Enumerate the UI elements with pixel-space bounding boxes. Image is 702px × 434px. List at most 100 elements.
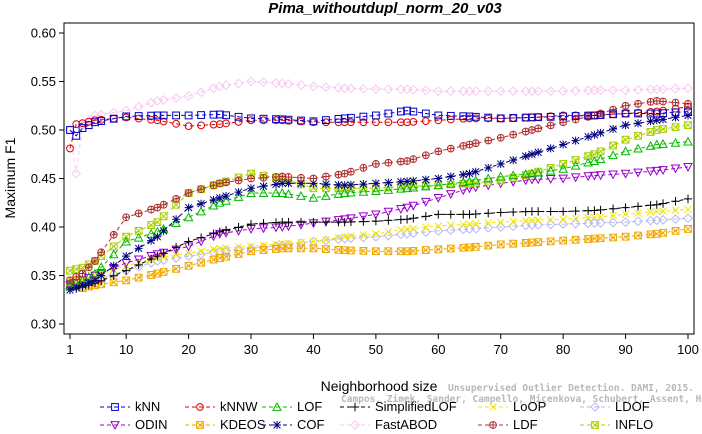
data-point-lof (183, 212, 194, 222)
x-tick-label: 100 (677, 342, 699, 357)
data-point-loop (184, 249, 193, 257)
data-point-loop (409, 224, 418, 233)
data-point-kdeos (671, 226, 680, 235)
data-point-fastabod (633, 84, 643, 95)
data-point-fastabod (196, 87, 206, 98)
data-point-lof (595, 154, 606, 163)
data-point-kdeos (652, 229, 661, 238)
legend-swatch-marker (489, 403, 497, 411)
data-point-ldf (459, 142, 468, 150)
data-point-kdeos (247, 247, 255, 256)
data-point-ldf (322, 172, 330, 181)
data-point-fastabod (483, 86, 494, 97)
data-point-ldof (670, 214, 681, 224)
data-point-fastabod (258, 77, 269, 88)
data-point-inflo (571, 156, 580, 164)
data-point-odin (433, 194, 444, 203)
data-point-loop (422, 223, 430, 231)
data-point-knn (234, 112, 243, 121)
data-point-knnw (234, 117, 243, 126)
data-point-lof (589, 155, 600, 165)
data-point-lof (258, 187, 269, 197)
legend-label: INFLO (615, 417, 653, 432)
data-point-loop (434, 222, 443, 230)
data-point-ldof (158, 255, 169, 265)
data-point-cof (546, 144, 555, 153)
legend-item-simplifiedlof: SimplifiedLOF (340, 399, 457, 414)
data-point-kdeos (471, 242, 480, 251)
data-point-kdeos (659, 228, 667, 237)
data-point-cof (334, 180, 343, 189)
series-line-lof (69, 141, 689, 286)
data-point-loop (584, 213, 592, 222)
data-point-fastabod (395, 84, 406, 95)
data-point-knn (309, 117, 318, 126)
data-point-fastabod (358, 83, 369, 94)
data-point-knn (621, 109, 630, 118)
data-point-knn (659, 109, 667, 118)
data-point-odin (408, 201, 419, 211)
data-point-lof (246, 187, 256, 197)
data-point-odin (445, 190, 456, 200)
data-point-cof (446, 172, 455, 181)
data-point-lof (233, 191, 244, 201)
data-point-cof (652, 116, 661, 125)
data-point-odin (371, 210, 381, 220)
data-point-lof (658, 138, 668, 148)
data-point-fastabod (620, 85, 631, 96)
data-point-loop (322, 235, 330, 244)
data-point-cof (278, 179, 287, 188)
data-point-loop (459, 220, 468, 229)
data-point-cof (465, 169, 474, 178)
data-point-loop (465, 220, 474, 228)
data-point-knn (209, 110, 218, 119)
data-point-ldf (646, 98, 655, 106)
data-point-fastabod (445, 86, 456, 97)
data-point-lof (396, 183, 406, 193)
data-point-knn (471, 112, 480, 121)
data-point-cof (321, 180, 330, 189)
data-point-lof (358, 186, 369, 196)
data-point-knn (584, 111, 593, 120)
data-point-kdeos (215, 254, 224, 262)
data-point-ldf (496, 133, 505, 142)
data-point-lof (433, 180, 444, 190)
data-point-ldf (197, 185, 205, 193)
data-point-simplifiedlof (171, 243, 181, 252)
data-point-fastabod (508, 86, 519, 97)
data-point-kdeos (421, 246, 430, 254)
data-point-fastabod (208, 83, 219, 94)
data-point-fastabod (321, 82, 331, 93)
series-line-knn (69, 110, 689, 137)
data-point-cof (340, 181, 349, 190)
data-point-simplifiedlof (109, 271, 118, 280)
data-point-odin (651, 166, 662, 176)
legend-swatch-marker (196, 403, 204, 411)
data-point-knnw (409, 117, 418, 126)
data-point-cof (671, 113, 680, 122)
data-point-ldf (528, 126, 536, 134)
data-point-simplifiedlof (496, 208, 505, 217)
data-point-odin (339, 215, 350, 225)
data-point-fastabod (608, 85, 618, 96)
data-point-cof (590, 130, 599, 139)
data-point-cof (272, 180, 280, 189)
data-point-fastabod (558, 86, 569, 97)
data-point-lof (171, 218, 181, 228)
data-point-fastabod (583, 85, 594, 96)
data-point-ldf (471, 139, 480, 148)
data-point-kdeos (596, 234, 605, 243)
data-point-knnw (66, 144, 74, 153)
data-point-lof (520, 169, 531, 179)
data-point-cof (596, 128, 605, 137)
data-point-simplifiedlof (608, 204, 618, 213)
data-point-loop (334, 233, 343, 242)
data-point-knn (403, 106, 411, 115)
data-point-lof (346, 187, 356, 197)
data-point-simplifiedlof (196, 233, 206, 242)
x-tick-label: 1 (66, 342, 73, 357)
data-point-fastabod (408, 84, 419, 95)
data-point-fastabod (271, 78, 281, 88)
x-tick-label: 20 (181, 342, 195, 357)
data-point-fastabod (65, 125, 75, 135)
